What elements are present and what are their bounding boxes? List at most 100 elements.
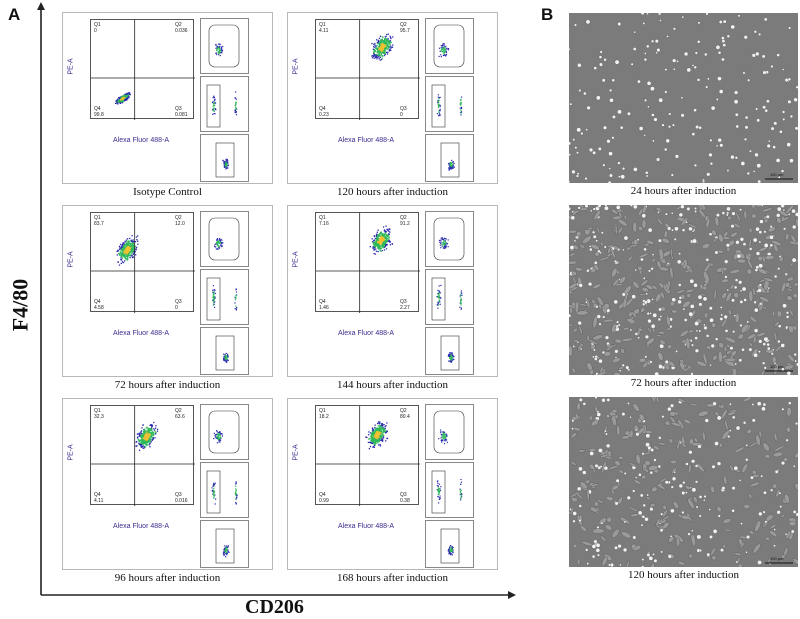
quadrant-label: Q2 12.0 bbox=[175, 215, 185, 227]
gating-thumbnail bbox=[425, 520, 474, 568]
gating-thumbnail bbox=[200, 211, 249, 267]
quadrant-value: 83.7 bbox=[94, 221, 104, 227]
scatter-points bbox=[316, 406, 420, 506]
gating-thumbnail bbox=[425, 404, 474, 460]
quadrant-label: Q1 83.7 bbox=[94, 215, 104, 227]
y-axis-title: F4/80 bbox=[7, 278, 33, 332]
plot-x-label: Alexa Fluor 488-A bbox=[113, 523, 170, 530]
gate-outline bbox=[440, 142, 460, 178]
quadrant-id: Q3 bbox=[175, 299, 182, 305]
quadrant-value: 0.23 bbox=[319, 112, 329, 118]
quadrant-id: Q4 bbox=[319, 492, 326, 498]
gating-thumbnail bbox=[200, 404, 249, 460]
panel-a-letter: A bbox=[8, 5, 21, 24]
quadrant-id: Q1 bbox=[94, 215, 101, 221]
gate-outline bbox=[215, 335, 235, 371]
quadrant-id: Q3 bbox=[175, 492, 182, 498]
gate-outline bbox=[206, 277, 221, 321]
plot-y-label: PE-A bbox=[67, 58, 75, 75]
gate-outline bbox=[215, 528, 235, 564]
quadrant-label: Q4 4.11 bbox=[94, 492, 103, 504]
plot-y-label: PE-A bbox=[292, 58, 300, 75]
gating-thumbnail bbox=[200, 18, 249, 74]
quadrant-value: 95.7 bbox=[400, 28, 410, 34]
micrograph-caption: 120 hours after induction bbox=[628, 569, 739, 581]
quadrant-label: Q1 0 bbox=[94, 22, 101, 34]
plot-x-label: Alexa Fluor 488-A bbox=[338, 137, 395, 144]
micrograph-cells bbox=[569, 205, 798, 375]
quadrant-value: 1.46 bbox=[319, 305, 329, 311]
quadrant-label: Q2 80.4 bbox=[400, 408, 410, 420]
flow-plot-caption: Isotype Control bbox=[133, 186, 202, 198]
scatter-points bbox=[91, 406, 195, 506]
flow-plot-caption: 168 hours after induction bbox=[337, 572, 448, 584]
micrograph-caption: 24 hours after induction bbox=[630, 185, 737, 197]
quadrant-label: Q2 91.2 bbox=[400, 215, 410, 227]
micrograph-cells bbox=[569, 13, 798, 183]
scatter-plot: Q1 83.7 Q2 12.0 Q4 4.58 Q3 0 bbox=[90, 212, 195, 313]
micrograph-image: 100 μm bbox=[569, 397, 798, 567]
quadrant-id: Q1 bbox=[319, 408, 326, 414]
quadrant-id: Q3 bbox=[175, 106, 182, 112]
gate-outline bbox=[208, 24, 240, 68]
gating-thumbnail bbox=[200, 520, 249, 568]
x-axis-arrowhead bbox=[508, 591, 516, 599]
quadrant-id: Q4 bbox=[94, 299, 101, 305]
flow-plot-card: Q1 4.11 Q2 95.7 Q4 0.23 Q3 0 Alexa Fluor 488-A PE… bbox=[287, 12, 498, 184]
gating-thumbnail bbox=[425, 18, 474, 74]
scale-bar-label: 100 μm bbox=[770, 364, 784, 369]
quadrant-value: 12.0 bbox=[175, 221, 185, 227]
gating-thumbnail bbox=[425, 76, 474, 132]
gate-outline bbox=[440, 335, 460, 371]
quadrant-value: 2.27 bbox=[400, 305, 410, 311]
scatter-plot: Q1 7.16 Q2 91.2 Q4 1.46 Q3 2.27 bbox=[315, 212, 420, 313]
quadrant-value: 32.3 bbox=[94, 414, 104, 420]
gating-thumbnail bbox=[200, 76, 249, 132]
quadrant-id: Q3 bbox=[400, 492, 407, 498]
quadrant-value: 63.6 bbox=[175, 414, 185, 420]
micrograph-caption: 72 hours after induction bbox=[630, 377, 737, 389]
quadrant-id: Q3 bbox=[400, 299, 407, 305]
quadrant-id: Q1 bbox=[319, 22, 326, 28]
quadrant-value: 0 bbox=[94, 28, 97, 34]
quadrant-label: Q3 0.081 bbox=[175, 106, 188, 118]
quadrant-id: Q2 bbox=[175, 215, 182, 221]
quadrant-value: 0.036 bbox=[175, 28, 188, 34]
flow-plot-caption: 72 hours after induction bbox=[114, 379, 221, 391]
gating-thumbnail bbox=[425, 269, 474, 325]
y-axis-arrowhead bbox=[37, 2, 45, 10]
gate-outline bbox=[433, 24, 465, 68]
gating-thumbnail bbox=[200, 327, 249, 375]
quadrant-label: Q1 7.16 bbox=[319, 215, 329, 227]
quadrant-label: Q3 0.38 bbox=[400, 492, 410, 504]
quadrant-id: Q4 bbox=[94, 492, 101, 498]
quadrant-id: Q1 bbox=[94, 22, 101, 28]
quadrant-value: 18.2 bbox=[319, 414, 329, 420]
scatter-plot: Q1 0 Q2 0.036 Q4 99.8 Q3 0.081 bbox=[90, 19, 195, 120]
quadrant-label: Q1 18.2 bbox=[319, 408, 329, 420]
quadrant-id: Q2 bbox=[400, 215, 407, 221]
quadrant-label: Q4 0.99 bbox=[319, 492, 329, 504]
big-axes bbox=[37, 2, 516, 599]
flow-plot-card: Q1 0 Q2 0.036 Q4 99.8 Q3 0.081 Alexa Fluor 488-A… bbox=[62, 12, 273, 184]
quadrant-label: Q4 0.23 bbox=[319, 106, 329, 118]
quadrant-value: 0 bbox=[175, 305, 178, 311]
quadrant-value: 4.58 bbox=[94, 305, 104, 311]
gating-thumbnail bbox=[200, 134, 249, 182]
plot-y-label: PE-A bbox=[67, 251, 75, 268]
quadrant-label: Q3 0 bbox=[400, 106, 407, 118]
quadrant-label: Q2 63.6 bbox=[175, 408, 185, 420]
quadrant-value: 7.16 bbox=[319, 221, 329, 227]
flow-plot-card: Q1 7.16 Q2 91.2 Q4 1.46 Q3 2.27 Alexa Fluor 488-… bbox=[287, 205, 498, 377]
flow-plot-caption: 96 hours after induction bbox=[114, 572, 221, 584]
gate-outline bbox=[206, 470, 221, 514]
flow-plot-caption: 120 hours after induction bbox=[337, 186, 448, 198]
quadrant-id: Q2 bbox=[175, 22, 182, 28]
gate-outline bbox=[206, 84, 221, 128]
gate-outline bbox=[208, 217, 240, 261]
gate-outline bbox=[433, 410, 465, 454]
flow-plot-card: Q1 32.3 Q2 63.6 Q4 4.11 Q3 0.016 Alexa Fluor 488… bbox=[62, 398, 273, 570]
flow-plot-card: Q1 83.7 Q2 12.0 Q4 4.58 Q3 0 Alexa Fluor 488-A PE… bbox=[62, 205, 273, 377]
gating-thumbnail bbox=[425, 211, 474, 267]
quadrant-value: 0 bbox=[400, 112, 403, 118]
